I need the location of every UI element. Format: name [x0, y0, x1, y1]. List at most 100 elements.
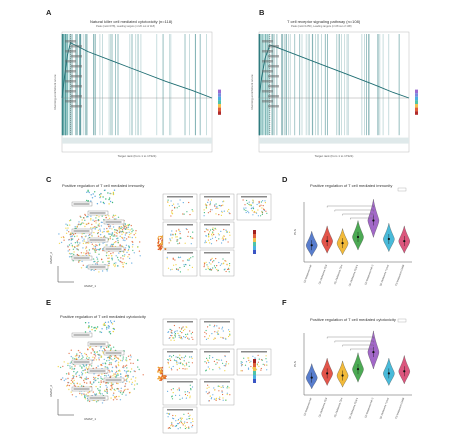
cell-point	[260, 201, 262, 203]
cell-point	[179, 335, 181, 337]
cell-point	[116, 388, 118, 390]
cell-point	[126, 360, 128, 362]
cell-point	[209, 204, 211, 206]
cell-point	[109, 233, 111, 235]
cell-point	[98, 381, 100, 383]
cell-point	[135, 377, 137, 379]
cell-point	[211, 269, 213, 271]
cell-point	[86, 265, 88, 267]
cell-point	[71, 244, 74, 247]
cell-point	[174, 415, 177, 417]
cell-point	[182, 260, 184, 262]
cell-point	[187, 391, 189, 393]
cell-point	[191, 336, 193, 338]
cell-point	[125, 262, 128, 265]
cell-point	[124, 247, 127, 249]
cell-point	[175, 420, 177, 422]
cell-point	[176, 330, 178, 332]
cell-point	[132, 243, 134, 246]
cell-point	[121, 227, 123, 229]
cell-point	[158, 235, 160, 238]
cell-point	[175, 360, 177, 362]
gene-label	[71, 45, 82, 48]
cell-point	[207, 229, 209, 231]
cell-point	[266, 369, 268, 371]
cell-point	[190, 356, 193, 358]
cell-point	[85, 247, 87, 250]
cell-point	[179, 394, 181, 396]
cell-point	[83, 393, 85, 395]
cell-point	[188, 426, 190, 428]
cell-point	[185, 335, 187, 337]
gene-label	[268, 105, 279, 108]
panel-letter: B	[259, 8, 265, 17]
cell-point	[113, 262, 116, 265]
cell-point	[91, 243, 94, 245]
cell-point	[122, 230, 124, 233]
cell-point	[117, 237, 119, 239]
cell-point	[103, 322, 106, 325]
cell-point	[115, 376, 117, 378]
umap-plot: UMAP_1 UMAP_2	[49, 318, 272, 434]
cell-point	[252, 367, 254, 369]
cell-point	[112, 399, 115, 401]
cell-point	[114, 265, 116, 268]
legend-swatch	[415, 100, 418, 104]
cell-point	[88, 357, 90, 359]
cell-point	[111, 323, 114, 325]
colorbar-segment	[253, 379, 256, 383]
cell-point	[186, 228, 188, 231]
cell-point	[134, 380, 136, 382]
cell-point	[118, 390, 120, 392]
cell-point	[96, 326, 99, 328]
cell-point	[250, 205, 252, 207]
cell-point	[101, 258, 103, 260]
cell-point	[85, 393, 88, 395]
cell-point	[169, 427, 171, 429]
cell-point	[93, 327, 95, 329]
cell-point	[215, 399, 217, 401]
cell-point	[116, 232, 119, 235]
cell-point	[260, 204, 262, 206]
cell-point	[212, 394, 214, 396]
cell-point	[113, 328, 116, 331]
cell-point	[100, 355, 103, 357]
cluster-label-text	[73, 203, 90, 205]
cell-point	[241, 370, 243, 372]
cell-point	[188, 259, 190, 262]
cell-point	[125, 238, 128, 240]
cell-point	[82, 369, 84, 372]
cell-point	[112, 238, 114, 240]
cell-point	[184, 242, 186, 244]
cell-point	[108, 262, 110, 264]
cell-point	[115, 232, 118, 234]
legend-swatch	[415, 104, 418, 108]
cell-point	[100, 225, 103, 227]
cell-point	[104, 324, 107, 326]
cell-point	[107, 325, 110, 327]
cell-point	[190, 243, 192, 245]
cell-point	[127, 224, 129, 226]
tick-label: CD Melanoma CD8	[318, 264, 328, 285]
cell-point	[207, 199, 209, 201]
cell-point	[107, 233, 110, 235]
cell-point	[247, 367, 250, 369]
split-umap-title	[167, 381, 193, 383]
cell-point	[167, 416, 169, 418]
cell-point	[181, 363, 184, 365]
tick-label: CD Melanoma NK	[303, 397, 313, 417]
cell-point	[186, 427, 188, 429]
cell-point	[69, 224, 71, 226]
cell-point	[104, 374, 106, 377]
cell-point	[120, 387, 123, 389]
cell-point	[118, 231, 121, 234]
cell-point	[209, 395, 211, 397]
cell-point	[212, 369, 214, 371]
cell-point	[94, 357, 96, 359]
split-umap-title	[204, 321, 230, 323]
cell-point	[187, 231, 190, 233]
cell-point	[108, 327, 110, 329]
split-umap-title	[167, 321, 193, 323]
cell-point	[172, 233, 174, 235]
cell-point	[108, 363, 110, 366]
